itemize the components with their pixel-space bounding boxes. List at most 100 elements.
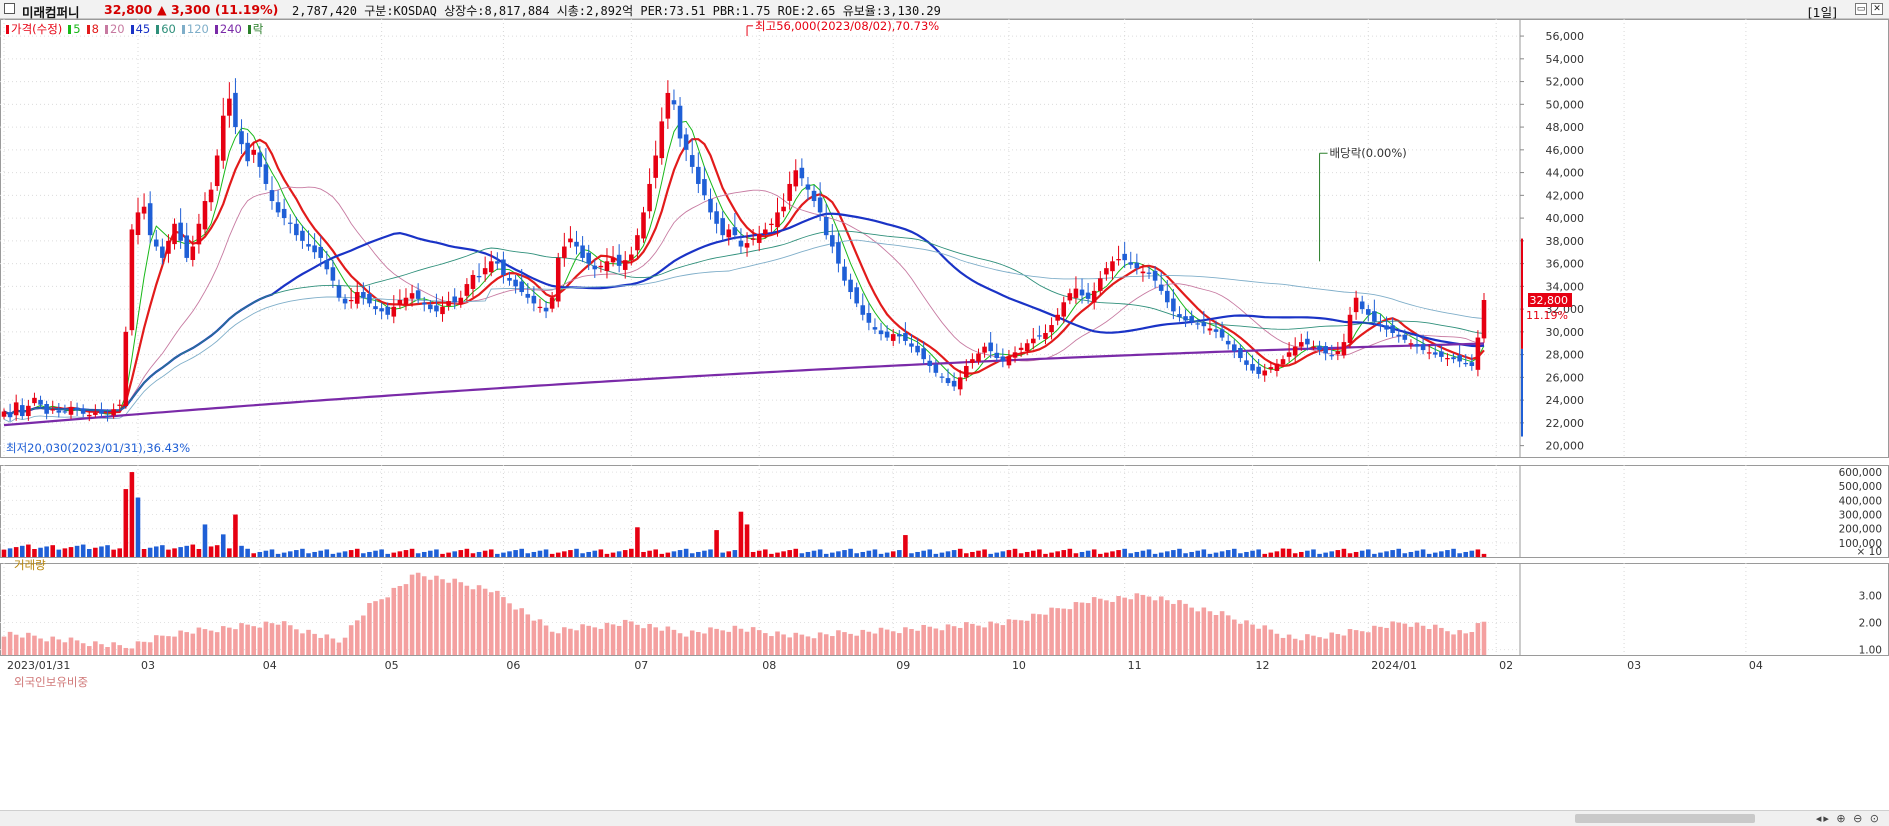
candle[interactable] <box>647 183 652 212</box>
candle[interactable] <box>245 142 250 162</box>
candle[interactable] <box>68 406 74 415</box>
candle[interactable] <box>1104 268 1109 275</box>
candle[interactable] <box>160 246 165 258</box>
candle[interactable] <box>1146 272 1152 274</box>
candle[interactable] <box>385 306 390 315</box>
candle[interactable] <box>1305 338 1310 345</box>
candle[interactable] <box>860 305 866 315</box>
candle[interactable] <box>1292 346 1298 356</box>
candle[interactable] <box>537 306 543 309</box>
candle[interactable] <box>1232 344 1237 352</box>
candle[interactable] <box>580 245 585 258</box>
candle[interactable] <box>775 212 780 228</box>
candle[interactable] <box>1055 314 1060 321</box>
scrollbar-thumb[interactable] <box>1575 814 1755 823</box>
candle[interactable] <box>1073 288 1079 298</box>
candle[interactable] <box>1158 284 1164 291</box>
candle[interactable] <box>458 297 464 305</box>
candle[interactable] <box>147 203 153 236</box>
candle[interactable] <box>1000 356 1006 362</box>
candle[interactable] <box>1189 316 1194 322</box>
candle[interactable] <box>32 397 37 404</box>
candle[interactable] <box>263 164 269 184</box>
candle[interactable] <box>1475 337 1481 370</box>
candle[interactable] <box>1067 293 1073 301</box>
candle[interactable] <box>1353 297 1359 313</box>
legend-item[interactable]: 240 <box>214 22 242 36</box>
legend-item[interactable]: 5 <box>68 22 81 36</box>
candle[interactable] <box>233 92 238 128</box>
candle[interactable] <box>294 223 299 236</box>
candle[interactable] <box>482 268 488 275</box>
legend-item[interactable]: 8 <box>86 22 99 36</box>
candle[interactable] <box>13 402 19 416</box>
candle[interactable] <box>915 345 920 353</box>
candle[interactable] <box>361 292 366 298</box>
period-button[interactable]: [1일] <box>1807 5 1837 20</box>
candle[interactable] <box>196 223 202 245</box>
candle[interactable] <box>531 295 537 304</box>
candle[interactable] <box>391 306 397 317</box>
candle[interactable] <box>269 190 275 202</box>
candle[interactable] <box>7 412 13 418</box>
candle[interactable] <box>549 297 555 309</box>
candle[interactable] <box>1286 352 1292 357</box>
candle[interactable] <box>1213 329 1219 332</box>
candle[interactable] <box>799 167 805 179</box>
candle[interactable] <box>1341 342 1347 356</box>
candle[interactable] <box>854 287 859 304</box>
candle[interactable] <box>1031 338 1036 344</box>
candle[interactable] <box>452 296 457 303</box>
candle[interactable] <box>787 183 792 201</box>
candle[interactable] <box>1165 290 1170 303</box>
candle[interactable] <box>1414 344 1420 347</box>
candle[interactable] <box>214 155 220 187</box>
candle[interactable] <box>184 235 189 258</box>
candle[interactable] <box>1329 355 1335 357</box>
candle[interactable] <box>805 184 811 190</box>
candle[interactable] <box>604 261 610 271</box>
zoom-icons[interactable]: ◂▸ ⊕ ⊖ ⊙ <box>1815 812 1881 825</box>
candle[interactable] <box>957 377 963 390</box>
candle[interactable] <box>1110 261 1115 272</box>
candle[interactable] <box>239 131 244 145</box>
candle[interactable] <box>172 223 177 245</box>
candle[interactable] <box>495 261 500 264</box>
stock-chart[interactable]: 2023/01/31 03 04 05 06 07 08 09 10 11 12 2024/01 02 0… <box>0 19 1889 809</box>
candle[interactable] <box>354 292 360 304</box>
candle[interactable] <box>111 409 116 416</box>
candle[interactable] <box>708 198 713 213</box>
candle[interactable] <box>1408 343 1414 345</box>
candle[interactable] <box>763 229 768 235</box>
candle[interactable] <box>415 290 421 299</box>
candle[interactable] <box>318 246 323 258</box>
candle[interactable] <box>1463 362 1469 365</box>
candle[interactable] <box>1207 328 1213 331</box>
candle[interactable] <box>641 212 646 239</box>
candle[interactable] <box>884 331 890 338</box>
candle[interactable] <box>501 259 506 275</box>
candle[interactable] <box>1262 370 1268 376</box>
candle[interactable] <box>80 408 86 414</box>
maximize-icon[interactable]: ▭ <box>1855 3 1867 15</box>
legend-item[interactable]: 45 <box>130 22 150 36</box>
candle[interactable] <box>464 284 470 296</box>
candle[interactable] <box>208 189 214 203</box>
candle[interactable] <box>909 343 914 347</box>
candle[interactable] <box>336 285 342 298</box>
candle[interactable] <box>1201 322 1207 327</box>
candle[interactable] <box>105 415 110 417</box>
candle[interactable] <box>598 265 604 268</box>
candle[interactable] <box>1268 367 1274 370</box>
candle[interactable] <box>568 238 573 243</box>
candle[interactable] <box>1347 314 1353 343</box>
candle[interactable] <box>726 229 732 238</box>
candle[interactable] <box>44 403 49 414</box>
candle[interactable] <box>403 297 409 305</box>
candle[interactable] <box>659 121 665 159</box>
candle[interactable] <box>421 302 427 305</box>
candle[interactable] <box>367 293 372 304</box>
candle[interactable] <box>897 334 902 337</box>
candle[interactable] <box>1244 360 1249 365</box>
candle[interactable] <box>732 227 738 236</box>
